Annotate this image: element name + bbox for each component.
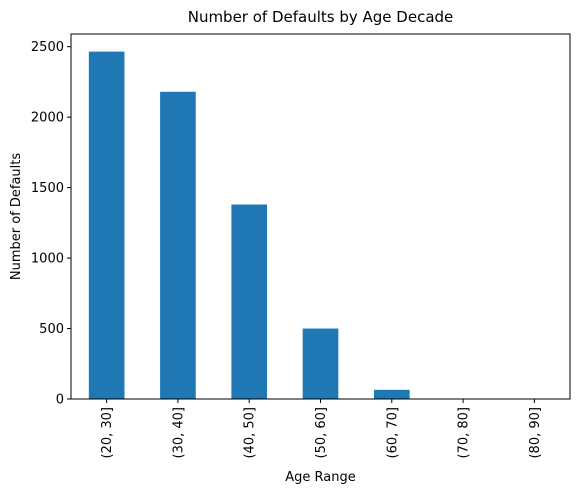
x-axis-ticks: (20, 30] (30, 40] (40, 50] (50, 60] (60, 70]…: [100, 399, 543, 459]
y-tick-label: 1000: [31, 252, 64, 267]
x-tick-label: (60, 70]: [385, 407, 400, 459]
y-tick-label: 0: [56, 393, 64, 408]
x-tick-label: (30, 40]: [171, 407, 186, 459]
bar: [160, 91, 196, 400]
x-tick-label: (80, 90]: [528, 407, 543, 459]
x-tick-label: (40, 50]: [243, 407, 258, 459]
y-axis-ticks: 0 500 1000 1500 2000 2500: [31, 40, 71, 408]
bar: [373, 389, 410, 399]
axes-frame: [70, 33, 571, 400]
bar: [302, 328, 339, 399]
y-tick-label: 2000: [31, 111, 64, 126]
y-tick-label: 500: [39, 322, 64, 337]
bar: [88, 51, 125, 399]
bar: [231, 204, 268, 399]
y-axis-label: Number of Defaults: [9, 153, 24, 281]
y-tick-label: 1500: [31, 181, 64, 196]
x-axis-label: Age Range: [285, 470, 355, 485]
x-tick-label: (70, 80]: [457, 407, 472, 459]
x-tick-label: (20, 30]: [100, 407, 115, 459]
y-tick-label: 2500: [31, 40, 64, 55]
bars: [88, 51, 553, 400]
x-tick-label: (50, 60]: [314, 407, 329, 459]
chart-title: Number of Defaults by Age Decade: [188, 8, 454, 26]
